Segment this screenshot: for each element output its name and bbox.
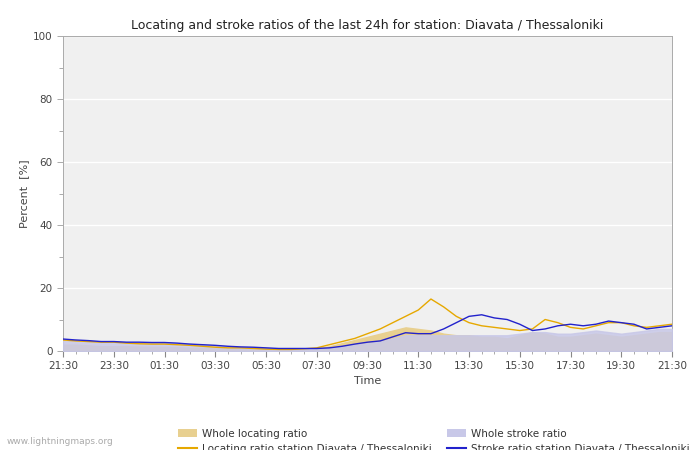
Y-axis label: Percent  [%]: Percent [%] (19, 159, 29, 228)
X-axis label: Time: Time (354, 376, 381, 386)
Text: www.lightningmaps.org: www.lightningmaps.org (7, 436, 113, 446)
Title: Locating and stroke ratios of the last 24h for station: Diavata / Thessaloniki: Locating and stroke ratios of the last 2… (132, 19, 603, 32)
Legend: Whole locating ratio, Locating ratio station Diavata / Thessaloniki, Whole strok: Whole locating ratio, Locating ratio sta… (178, 429, 690, 450)
